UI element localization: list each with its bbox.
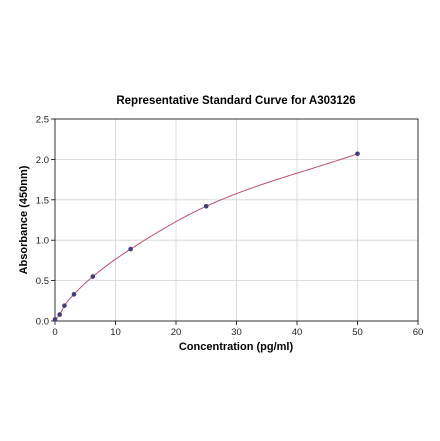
y-tick-label: 2.5 (36, 115, 49, 126)
data-point (203, 203, 209, 209)
y-tick-label: 0.0 (36, 317, 49, 328)
grid-lines (55, 119, 418, 321)
x-axis-label: Concentration (pg/ml) (179, 341, 294, 353)
x-tick-label: 60 (413, 327, 424, 338)
y-tick-label: 1.5 (36, 195, 49, 206)
fit-curve (54, 153, 358, 320)
y-axis-label: Absorbance (450nm) (18, 165, 30, 274)
x-tick-label: 40 (292, 327, 303, 338)
data-point (128, 246, 133, 252)
y-tick-label: 2.0 (36, 155, 49, 166)
data-point (52, 317, 58, 322)
axis-ticks: 0 10 20 30 40 50 60 0.0 0.5 1.0 1.5 2.0 2.5 (36, 115, 424, 339)
data-points-layer (52, 151, 360, 322)
data-point (355, 151, 360, 157)
fit-curve-layer (54, 153, 358, 320)
y-tick-label: 1.0 (36, 236, 49, 247)
x-tick-label: 50 (352, 327, 363, 338)
data-point (90, 274, 96, 279)
data-point (71, 292, 77, 297)
y-tick-label: 0.5 (36, 276, 49, 287)
x-tick-label: 20 (171, 327, 182, 338)
x-tick-label: 0 (52, 327, 57, 338)
chart-title: Representative Standard Curve for A30312… (116, 95, 355, 107)
x-tick-label: 30 (231, 327, 242, 338)
data-point (57, 312, 63, 317)
data-point (62, 303, 67, 308)
x-tick-label: 10 (110, 327, 121, 338)
